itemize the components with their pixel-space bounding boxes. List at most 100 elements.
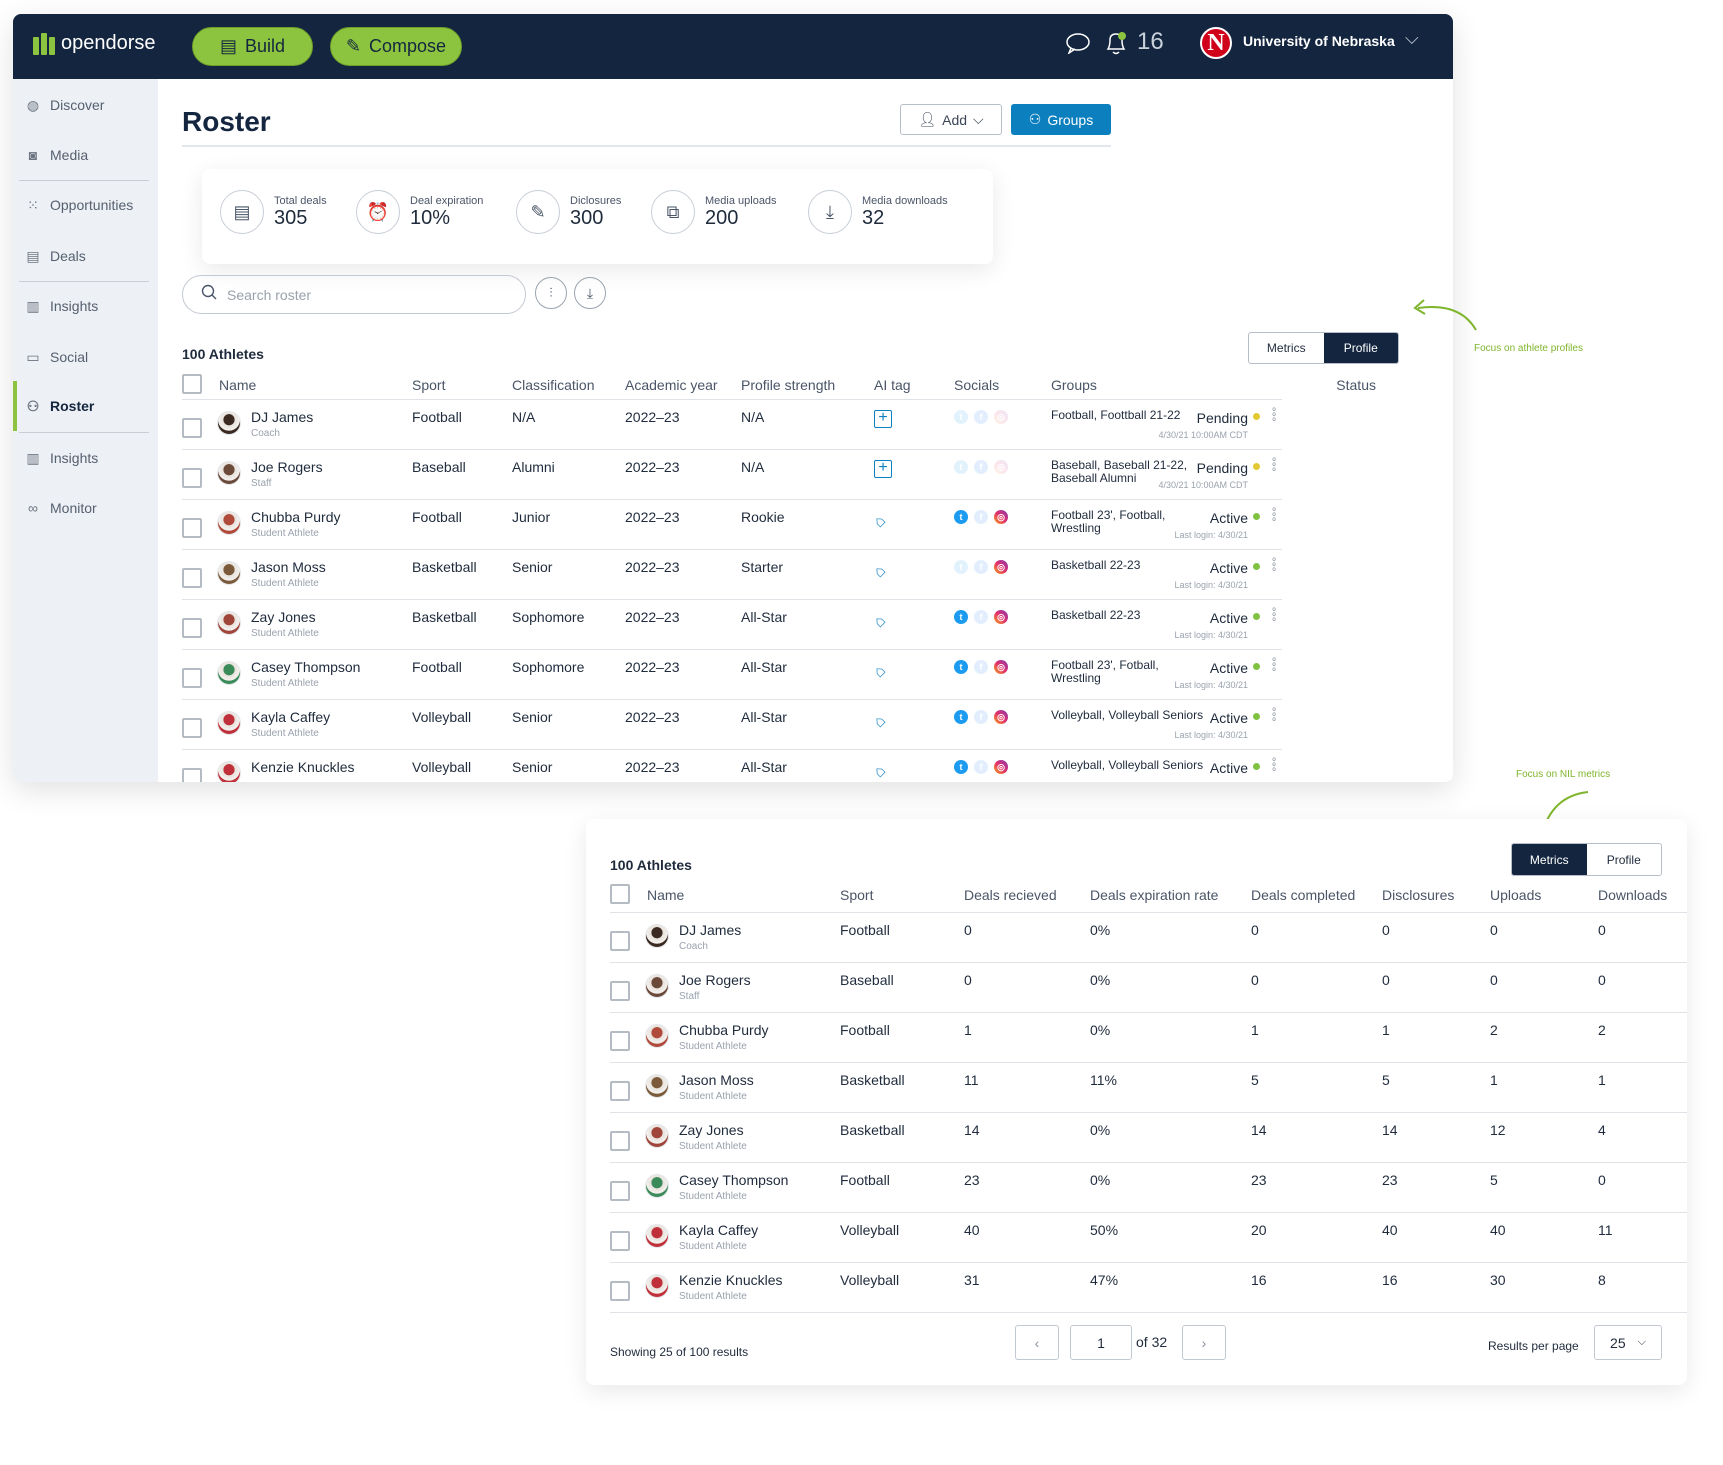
athlete-name[interactable]: Jason Moss <box>251 559 326 575</box>
select-all-checkbox[interactable] <box>610 884 630 904</box>
row-checkbox[interactable] <box>182 768 202 782</box>
column-header-strength[interactable]: Profile strength <box>741 377 836 393</box>
brand-logo[interactable]: opendorse <box>33 32 156 55</box>
instagram-icon[interactable]: ◎ <box>994 760 1008 774</box>
athlete-name[interactable]: DJ James <box>679 922 742 938</box>
table-row[interactable]: Kenzie Knuckles Student Athlete Volleyball… <box>610 1262 1687 1312</box>
row-checkbox[interactable] <box>610 1181 630 1201</box>
row-checkbox[interactable] <box>610 1281 630 1301</box>
table-row[interactable]: Jason Moss Student Athlete Basketball Senio… <box>182 549 1282 599</box>
row-checkbox[interactable] <box>610 1031 630 1051</box>
sidebar-item-media[interactable]: ◙ Media <box>25 143 88 167</box>
row-checkbox[interactable] <box>610 1081 630 1101</box>
twitter-icon[interactable]: t <box>954 460 968 474</box>
download-button[interactable]: ⤓ <box>574 277 606 309</box>
twitter-icon[interactable]: t <box>954 760 968 774</box>
table-row[interactable]: Chubba Purdy Student Athlete Football 1 0% 1 1… <box>610 1012 1687 1062</box>
column-header-sport[interactable]: Sport <box>840 887 874 903</box>
table-row[interactable]: DJ James Coach Football 0 0% 0 0 0 0 <box>610 912 1687 962</box>
instagram-icon[interactable]: ◎ <box>994 410 1008 424</box>
instagram-icon[interactable]: ◎ <box>994 510 1008 524</box>
row-checkbox[interactable] <box>610 1131 630 1151</box>
tag-icon[interactable]: ⌂ <box>870 512 890 532</box>
row-checkbox[interactable] <box>610 1231 630 1251</box>
column-header-year[interactable]: Academic year <box>625 377 718 393</box>
column-header-disclosures[interactable]: Disclosures <box>1382 887 1455 903</box>
facebook-icon[interactable]: f <box>974 760 988 774</box>
select-all-checkbox[interactable] <box>182 374 202 394</box>
table-row[interactable]: Joe Rogers Staff Baseball 0 0% 0 0 0 0 <box>610 962 1687 1012</box>
athlete-name[interactable]: Kayla Caffey <box>251 709 331 725</box>
next-page-button[interactable]: › <box>1182 1325 1226 1360</box>
row-checkbox[interactable] <box>182 468 202 488</box>
tag-icon[interactable]: ⌂ <box>870 712 890 732</box>
athlete-name[interactable]: Chubba Purdy <box>251 509 341 525</box>
instagram-icon[interactable]: ◎ <box>994 660 1008 674</box>
twitter-icon[interactable]: t <box>954 560 968 574</box>
add-tag-icon[interactable]: + <box>874 410 892 428</box>
metrics-toggle[interactable]: Metrics <box>1266 341 1306 355</box>
athlete-name[interactable]: Casey Thompson <box>251 659 361 675</box>
add-tag-icon[interactable]: + <box>874 460 892 478</box>
row-checkbox[interactable] <box>182 718 202 738</box>
instagram-icon[interactable]: ◎ <box>994 560 1008 574</box>
table-row[interactable]: Zay Jones Student Athlete Basketball Sophom… <box>182 599 1282 649</box>
athlete-name[interactable]: Joe Rogers <box>251 459 323 475</box>
row-checkbox[interactable] <box>182 568 202 588</box>
facebook-icon[interactable]: f <box>974 460 988 474</box>
sidebar-item-insights[interactable]: ▥ Insights <box>25 446 98 470</box>
compose-button[interactable]: ✎ Compose <box>330 27 462 66</box>
twitter-icon[interactable]: t <box>954 410 968 424</box>
tag-icon[interactable]: ⌂ <box>870 762 890 782</box>
athlete-name[interactable]: Chubba Purdy <box>679 1022 769 1038</box>
results-per-page-select[interactable]: 25 ⌵ <box>1594 1325 1662 1360</box>
row-checkbox[interactable] <box>610 981 630 1001</box>
page-input[interactable]: 1 <box>1070 1325 1132 1360</box>
instagram-icon[interactable]: ◎ <box>994 710 1008 724</box>
profile-toggle[interactable]: Profile <box>1606 852 1641 867</box>
table-row[interactable]: Kenzie Knuckles Volleyball Senior 2022–23 Al… <box>182 749 1282 782</box>
sidebar-item-deals[interactable]: ▤ Deals <box>25 244 85 268</box>
twitter-icon[interactable]: t <box>954 710 968 724</box>
row-checkbox[interactable] <box>182 668 202 688</box>
column-header-completed[interactable]: Deals completed <box>1251 887 1356 903</box>
table-row[interactable]: Jason Moss Student Athlete Basketball 11 11%… <box>610 1062 1687 1112</box>
table-row[interactable]: Kayla Caffey Student Athlete Volleyball Sen… <box>182 699 1282 749</box>
add-button[interactable]: 👤︎ Add ⌵ <box>900 104 1002 135</box>
column-header-name[interactable]: Name <box>647 887 685 903</box>
column-header-socials[interactable]: Socials <box>954 377 1000 393</box>
search-input[interactable]: Search roster <box>182 275 526 314</box>
athlete-name[interactable]: Casey Thompson <box>679 1172 789 1188</box>
tag-icon[interactable]: ⌂ <box>870 612 890 632</box>
chevron-down-icon[interactable]: ⌵ <box>1405 28 1419 48</box>
column-header-status[interactable]: Status <box>1336 377 1376 393</box>
build-button[interactable]: ▤ Build <box>192 27 313 66</box>
row-checkbox[interactable] <box>182 418 202 438</box>
sidebar-item-monitor[interactable]: ∞ Monitor <box>25 496 97 520</box>
twitter-icon[interactable]: t <box>954 610 968 624</box>
twitter-icon[interactable]: t <box>954 660 968 674</box>
table-row[interactable]: Kayla Caffey Student Athlete Volleyball 40 5… <box>610 1212 1687 1262</box>
chat-icon[interactable] <box>1065 32 1091 60</box>
table-row[interactable]: Zay Jones Student Athlete Basketball 14 0% 14… <box>610 1112 1687 1162</box>
column-header-ai[interactable]: AI tag <box>874 377 911 393</box>
sidebar-item-opportunities[interactable]: ⁙ Opportunities <box>25 193 133 217</box>
tag-icon[interactable]: ⌂ <box>870 662 890 682</box>
row-checkbox[interactable] <box>182 518 202 538</box>
athlete-name[interactable]: Kayla Caffey <box>679 1222 759 1238</box>
sidebar-item-roster[interactable]: ⚇ Roster <box>25 394 95 418</box>
sidebar-item-social[interactable]: ▭ Social <box>25 345 88 369</box>
filter-button[interactable]: ⫶ <box>535 277 567 309</box>
column-header-uploads[interactable]: Uploads <box>1490 887 1542 903</box>
column-header-groups[interactable]: Groups <box>1051 377 1097 393</box>
row-checkbox[interactable] <box>610 931 630 951</box>
column-header-downloads[interactable]: Downloads <box>1598 887 1668 903</box>
column-header-classification[interactable]: Classification <box>512 377 595 393</box>
prev-page-button[interactable]: ‹ <box>1015 1325 1059 1360</box>
bell-icon[interactable] <box>1103 29 1129 62</box>
